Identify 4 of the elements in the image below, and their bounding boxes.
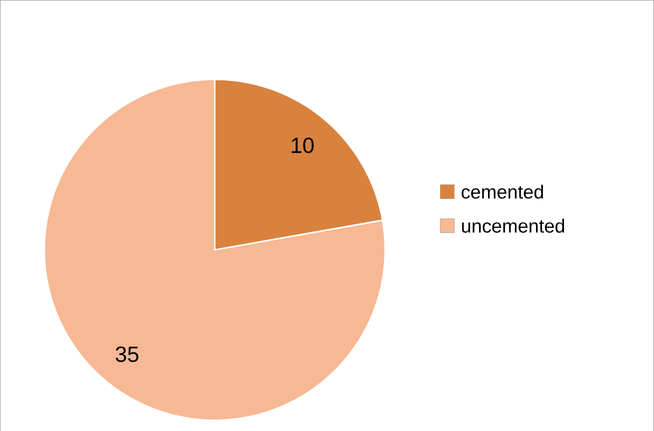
legend-label: cemented — [462, 184, 543, 198]
data-label: 35 — [116, 346, 138, 362]
data-label: 10 — [292, 137, 314, 153]
legend-label: uncemented — [462, 218, 564, 233]
